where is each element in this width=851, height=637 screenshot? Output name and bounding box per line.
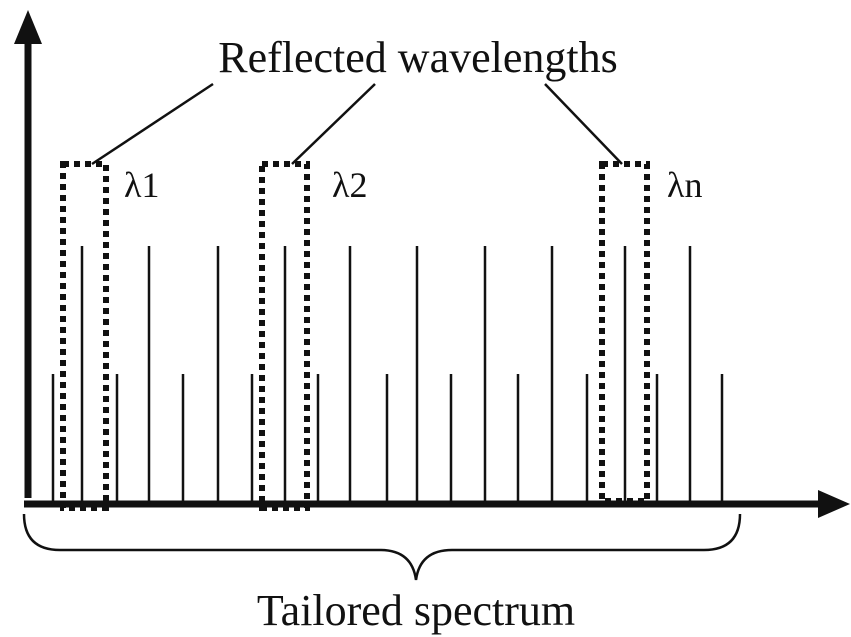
tall-spectral-lines (80, 246, 692, 504)
x-axis-arrowhead (818, 490, 850, 518)
wavelength-label-n: λn (667, 165, 702, 205)
pointer-line-1 (91, 82, 214, 166)
pointer-line-2 (291, 83, 376, 165)
pointer-lines (91, 82, 623, 166)
y-axis-arrowhead (14, 10, 42, 44)
short-spectral-lines (51, 374, 724, 504)
reflection-window-2 (259, 161, 310, 511)
bottom-label: Tailored spectrum (257, 586, 575, 635)
wavelength-label-2: λ2 (332, 165, 367, 205)
pointer-line-n (544, 83, 623, 165)
axes (14, 10, 850, 518)
reflection-window-1 (60, 161, 109, 511)
wavelength-label-1: λ1 (124, 165, 159, 205)
reflection-windows (60, 161, 650, 511)
spectrum-brace (22, 513, 742, 581)
title-label: Reflected wavelengths (218, 33, 618, 82)
reflection-window-n (599, 161, 650, 504)
